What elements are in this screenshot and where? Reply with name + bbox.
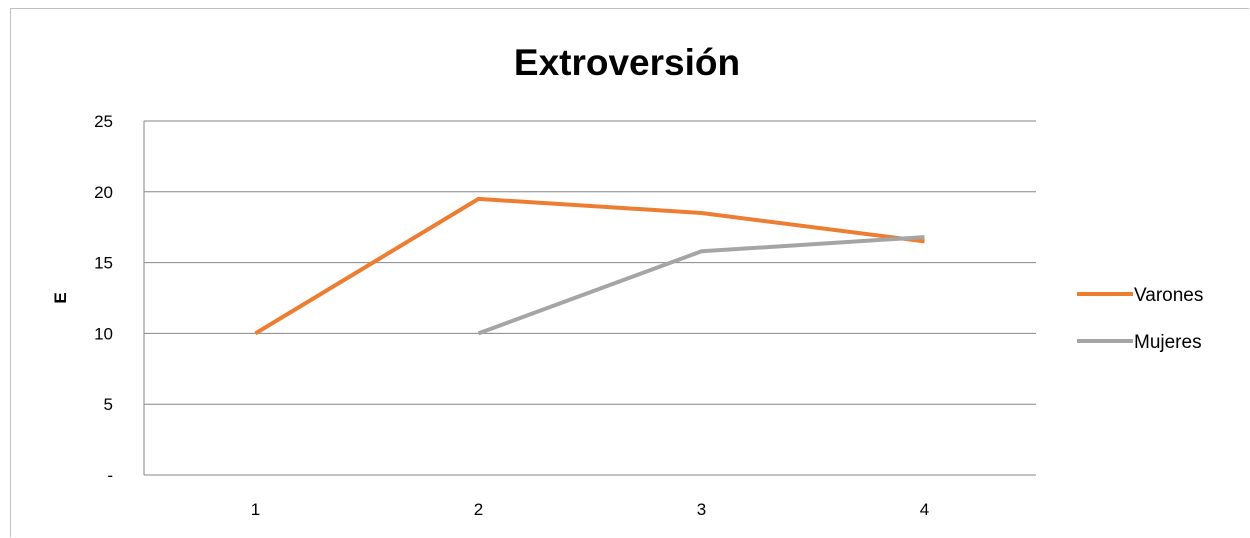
- y-axis-ticks: - 5 10 15 20 25: [94, 112, 113, 485]
- y-tick-label: 20: [94, 183, 113, 202]
- x-axis-ticks: 1 2 3 4: [251, 500, 929, 519]
- x-tick-label: 4: [920, 500, 929, 519]
- chart-title: Extroversión: [514, 42, 740, 83]
- y-tick-label: -: [107, 466, 113, 485]
- y-tick-label: 15: [94, 254, 113, 273]
- legend-label: Varones: [1134, 285, 1203, 306]
- series-line-varones: [254, 196, 925, 336]
- legend: Varones Mujeres: [1077, 285, 1203, 353]
- y-tick-label: 5: [104, 395, 113, 414]
- x-tick-label: 3: [697, 500, 706, 519]
- y-tick-label: 25: [94, 112, 113, 131]
- chart-area: [10, 8, 1249, 537]
- y-axis-title: E: [51, 292, 70, 303]
- series-lines: [254, 196, 925, 336]
- legend-label: Mujeres: [1134, 332, 1202, 353]
- x-tick-label: 2: [474, 500, 483, 519]
- y-tick-label: 10: [94, 324, 113, 343]
- gridlines: [143, 120, 1036, 476]
- x-tick-label: 1: [251, 500, 260, 519]
- series-line-mujeres: [477, 235, 925, 336]
